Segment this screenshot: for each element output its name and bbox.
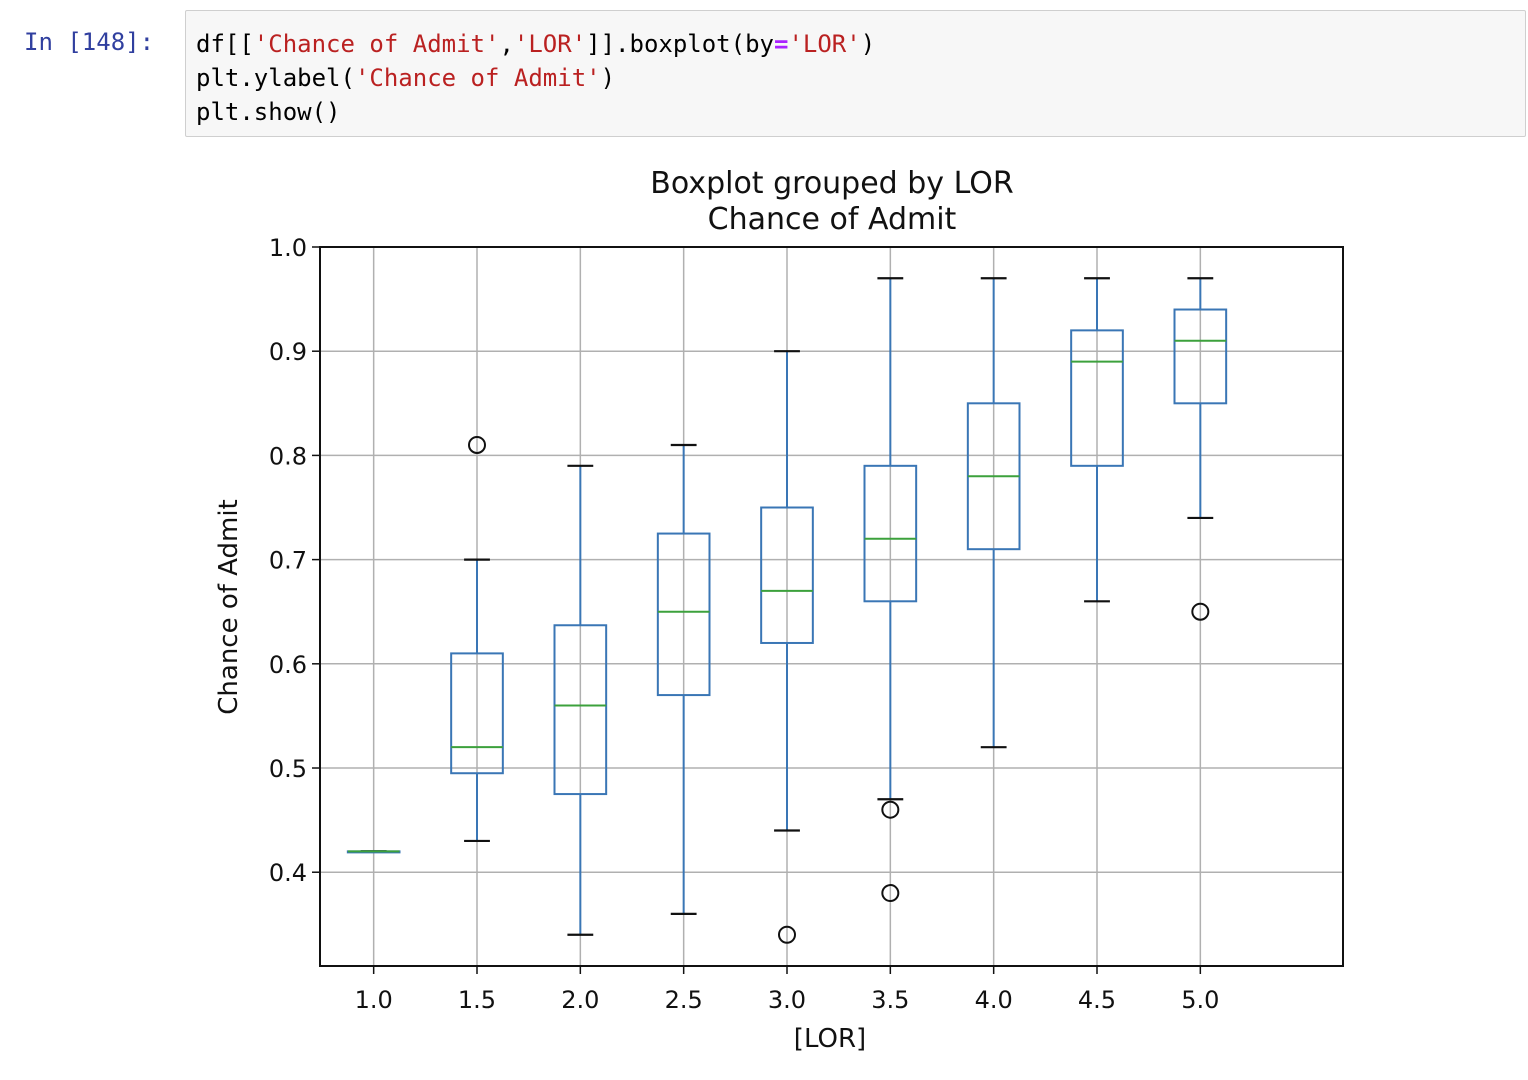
x-tick-label: 3.5: [871, 986, 909, 1014]
box: [450, 652, 504, 775]
x-tick-label: 4.5: [1078, 986, 1116, 1014]
code-string-token: 'LOR': [788, 30, 861, 58]
x-tick-label: 1.5: [458, 986, 496, 1014]
box: [1173, 308, 1228, 405]
code-line: plt.ylabel('Chance of Admit'): [196, 64, 615, 92]
code-string-token: 'LOR': [513, 30, 587, 58]
code-string-token: 'Chance of Admit': [253, 30, 500, 58]
box: [760, 506, 814, 644]
output-area: Boxplot grouped by LOR Chance of Admit […: [200, 160, 1400, 1064]
x-tick-label: 5.0: [1181, 986, 1219, 1014]
input-prompt: In [148]:: [24, 28, 155, 56]
axes-frame: [319, 246, 1344, 967]
y-tick-label: 0.9: [269, 338, 307, 366]
x-tick-label: 2.5: [665, 986, 703, 1014]
code-cell[interactable]: df[['Chance of Admit','LOR']].boxplot(by…: [185, 10, 1526, 137]
y-tick-label: 0.8: [269, 442, 307, 470]
outlier-point: [1191, 602, 1210, 621]
boxplot-chart: Boxplot grouped by LOR Chance of Admit […: [214, 166, 1344, 1054]
code-editor[interactable]: df[['Chance of Admit','LOR']].boxplot(by…: [196, 27, 875, 129]
x-tick-label: 3.0: [768, 986, 806, 1014]
code-token: df[[: [196, 30, 254, 58]
box: [553, 624, 608, 796]
x-tick-label: 4.0: [975, 986, 1013, 1014]
code-token: ]].boxplot(by: [586, 30, 774, 58]
code-token: ): [600, 64, 616, 92]
x-tick-label: 1.0: [355, 986, 393, 1014]
code-token: plt.ylabel(: [196, 64, 355, 92]
outlier-point: [881, 800, 900, 819]
y-tick-label: 0.6: [269, 651, 307, 679]
box: [863, 464, 918, 603]
code-token: plt.show(): [196, 98, 341, 126]
code-token: ,: [499, 30, 514, 58]
code-line: plt.show(): [196, 98, 341, 126]
outlier-point: [881, 884, 900, 903]
code-token: ): [860, 30, 876, 58]
outlier-point: [778, 925, 796, 944]
x-axis-label: [LOR]: [794, 1024, 866, 1054]
y-axis-label: Chance of Admit: [214, 499, 244, 715]
box: [656, 532, 711, 697]
outlier-point: [468, 435, 486, 454]
box: [1070, 329, 1124, 467]
code-operator-token: =: [773, 30, 789, 58]
y-tick-label: 0.5: [269, 755, 307, 783]
y-tick-label: 1.0: [269, 234, 307, 262]
code-line: df[['Chance of Admit','LOR']].boxplot(by…: [196, 30, 875, 58]
chart-subtitle: Chance of Admit: [708, 202, 957, 237]
code-string-token: 'Chance of Admit': [354, 64, 601, 92]
x-tick-label: 2.0: [561, 986, 599, 1014]
y-tick-label: 0.7: [269, 547, 307, 575]
y-tick-label: 0.4: [269, 859, 307, 887]
chart-title: Boxplot grouped by LOR: [650, 166, 1013, 201]
